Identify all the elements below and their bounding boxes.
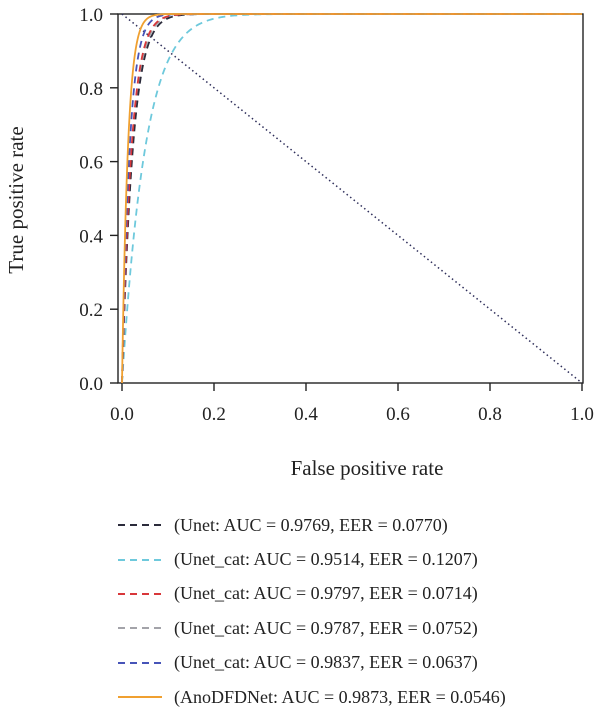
x-tick-label: 0.4	[294, 404, 318, 425]
x-tick-label: 0.2	[202, 404, 226, 425]
legend-swatch	[118, 627, 162, 630]
reference-diagonal	[121, 13, 583, 384]
y-axis-label: True positive rate	[4, 126, 28, 273]
roc-curves	[121, 13, 583, 384]
legend-swatch	[118, 696, 162, 699]
legend-swatch	[118, 558, 162, 561]
legend-item: (Unet_cat: AUC = 0.9787, EER = 0.0752)	[118, 611, 506, 645]
y-axis: 0.0 0.2 0.4 0.6 0.8 1.0	[79, 5, 118, 395]
y-tick-label: 0.6	[79, 153, 103, 174]
x-tick-label: 1.0	[570, 404, 594, 425]
legend-item: (AnoDFDNet: AUC = 0.9873, EER = 0.0546)	[118, 680, 506, 714]
legend-swatch	[118, 524, 162, 527]
legend-label: (Unet_cat: AUC = 0.9514, EER = 0.1207)	[174, 549, 478, 570]
legend-label: (Unet: AUC = 0.9769, EER = 0.0770)	[174, 514, 448, 535]
legend-label: (Unet_cat: AUC = 0.9837, EER = 0.0637)	[174, 652, 478, 673]
x-axis: 0.0 0.2 0.4 0.6 0.8 1.0	[110, 383, 594, 425]
legend: (Unet: AUC = 0.9769, EER = 0.0770) (Unet_…	[118, 508, 506, 714]
legend-item: (Unet_cat: AUC = 0.9514, EER = 0.1207)	[118, 542, 506, 576]
legend-label: (Unet_cat: AUC = 0.9787, EER = 0.0752)	[174, 617, 478, 638]
legend-label: (AnoDFDNet: AUC = 0.9873, EER = 0.0546)	[174, 686, 506, 707]
legend-item: (Unet_cat: AUC = 0.9797, EER = 0.0714)	[118, 577, 506, 611]
y-tick-label: 0.4	[79, 226, 103, 247]
plot-frame	[117, 13, 584, 384]
legend-item: (Unet: AUC = 0.9769, EER = 0.0770)	[118, 508, 506, 542]
roc-chart: 0.0 0.2 0.4 0.6 0.8 1.0 0.0 0.2 0.4 0.6 0.8 1.0 Fa…	[4, 5, 594, 480]
x-tick-label: 0.0	[110, 404, 134, 425]
roc-series-6	[121, 13, 582, 383]
x-tick-label: 0.6	[386, 404, 410, 425]
y-tick-label: 0.0	[79, 374, 103, 395]
y-tick-label: 0.8	[79, 79, 103, 100]
legend-swatch	[118, 661, 162, 664]
y-tick-label: 1.0	[79, 5, 103, 26]
x-axis-label: False positive rate	[291, 456, 444, 480]
y-tick-label: 0.2	[79, 300, 103, 321]
legend-item: (Unet_cat: AUC = 0.9837, EER = 0.0637)	[118, 646, 506, 680]
legend-label: (Unet_cat: AUC = 0.9797, EER = 0.0714)	[174, 583, 478, 604]
x-tick-label: 0.8	[478, 404, 502, 425]
legend-swatch	[118, 592, 162, 595]
